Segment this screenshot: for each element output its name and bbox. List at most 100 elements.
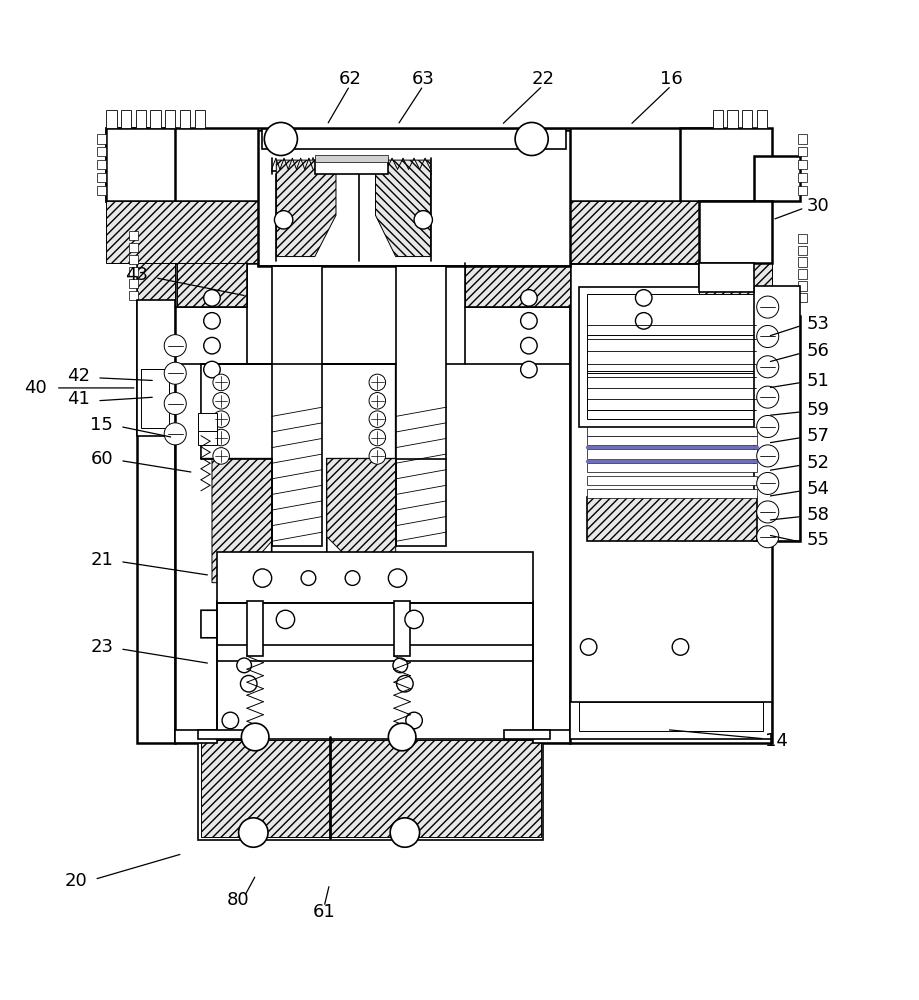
Bar	[797, 246, 806, 255]
Circle shape	[515, 122, 548, 156]
Circle shape	[369, 393, 385, 409]
Bar	[797, 173, 806, 182]
Bar	[198, 413, 216, 445]
Circle shape	[635, 290, 652, 306]
Circle shape	[238, 818, 267, 847]
Text: 21: 21	[90, 551, 113, 569]
Bar	[727, 110, 737, 128]
Bar	[393, 601, 410, 656]
Text: 52: 52	[806, 454, 829, 472]
Polygon shape	[375, 160, 430, 257]
Bar	[797, 257, 806, 267]
Bar	[130, 231, 139, 240]
Bar	[121, 110, 131, 128]
Circle shape	[388, 569, 406, 587]
Polygon shape	[276, 160, 335, 257]
Circle shape	[301, 571, 315, 585]
Bar	[504, 730, 550, 739]
Bar	[151, 110, 161, 128]
Circle shape	[164, 393, 186, 415]
Circle shape	[212, 411, 229, 427]
Bar	[742, 110, 752, 128]
Circle shape	[414, 211, 432, 229]
Text: 53: 53	[806, 315, 829, 333]
Bar	[586, 476, 756, 485]
Bar	[797, 147, 806, 156]
Text: 56: 56	[806, 342, 829, 360]
Text: 60: 60	[90, 450, 113, 468]
Circle shape	[345, 571, 359, 585]
Text: 30: 30	[806, 197, 829, 215]
Bar	[533, 730, 570, 743]
Bar	[586, 373, 756, 410]
Bar	[314, 155, 388, 162]
Bar	[586, 436, 756, 445]
Bar	[130, 243, 139, 252]
Circle shape	[212, 374, 229, 391]
Text: 80: 80	[226, 891, 249, 909]
Text: 23: 23	[90, 638, 113, 656]
Circle shape	[756, 445, 777, 467]
Text: 54: 54	[806, 480, 829, 498]
Bar	[314, 160, 388, 174]
Circle shape	[203, 290, 220, 306]
Bar	[797, 186, 806, 195]
Bar	[130, 267, 139, 276]
Bar	[175, 261, 570, 743]
Text: 63: 63	[412, 70, 434, 88]
Text: 62: 62	[338, 70, 361, 88]
Text: 15: 15	[90, 416, 113, 434]
Bar	[179, 110, 190, 128]
Bar	[797, 234, 806, 243]
Circle shape	[390, 818, 419, 847]
Circle shape	[369, 448, 385, 464]
Bar	[97, 173, 107, 182]
Bar	[586, 463, 756, 472]
Text: 55: 55	[806, 531, 829, 549]
Circle shape	[274, 211, 292, 229]
Bar	[200, 740, 540, 837]
Bar	[586, 427, 756, 436]
Polygon shape	[464, 263, 570, 307]
Bar	[130, 279, 139, 288]
Circle shape	[635, 313, 652, 329]
Bar	[756, 110, 766, 128]
Text: 40: 40	[24, 379, 47, 397]
Circle shape	[164, 362, 186, 384]
Bar	[579, 702, 763, 731]
Text: 61: 61	[312, 903, 335, 921]
Circle shape	[369, 374, 385, 391]
Circle shape	[580, 639, 596, 655]
Circle shape	[520, 361, 537, 378]
Bar	[97, 147, 107, 156]
Bar	[97, 186, 107, 195]
Bar	[136, 110, 146, 128]
Circle shape	[212, 429, 229, 446]
Circle shape	[164, 423, 186, 445]
Text: 43: 43	[125, 266, 148, 284]
Polygon shape	[698, 263, 771, 307]
Bar	[198, 737, 542, 840]
Polygon shape	[176, 263, 246, 307]
Polygon shape	[570, 263, 799, 743]
Polygon shape	[200, 364, 395, 638]
Circle shape	[369, 411, 385, 427]
Bar	[165, 110, 176, 128]
Bar	[194, 110, 205, 128]
Bar	[586, 497, 756, 541]
Circle shape	[392, 658, 407, 673]
Polygon shape	[257, 128, 570, 201]
Polygon shape	[137, 263, 175, 307]
Bar	[586, 335, 756, 371]
Circle shape	[221, 712, 238, 729]
Circle shape	[253, 569, 271, 587]
Circle shape	[241, 723, 268, 751]
Bar	[107, 110, 117, 128]
Circle shape	[756, 472, 777, 494]
Bar	[680, 128, 771, 201]
Polygon shape	[107, 201, 257, 263]
Polygon shape	[570, 201, 698, 263]
Bar	[586, 449, 756, 459]
Bar	[130, 255, 139, 264]
Bar	[142, 369, 168, 428]
